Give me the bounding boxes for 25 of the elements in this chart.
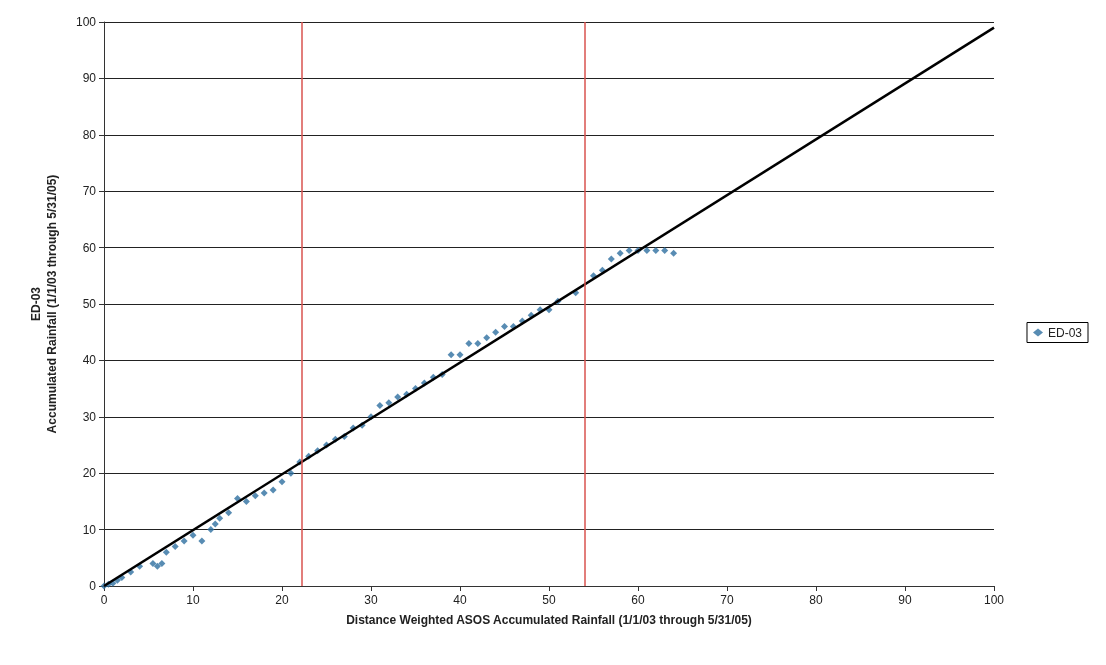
x-tick-label: 40 (453, 593, 467, 607)
y-tick-label: 70 (82, 184, 97, 199)
x-tick-label: 10 (186, 593, 200, 607)
y-tick-label: 50 (82, 297, 97, 311)
y-tick-label: 80 (82, 127, 97, 142)
x-axis-title: Distance Weighted ASOS Accumulated Rainfall (1/1/03 through 5/31/05) (346, 613, 752, 627)
x-tick-label: 60 (631, 593, 645, 607)
x-tick-label: 70 (720, 593, 734, 607)
x-tick-label: 90 (898, 593, 912, 607)
x-tick-label: 100 (983, 593, 1005, 607)
x-tick-label: 80 (809, 593, 823, 607)
x-tick-label: 20 (275, 593, 289, 607)
y-tick-label: 60 (82, 240, 97, 255)
y-tick-label: 90 (82, 71, 97, 86)
y-tick-label: 10 (82, 522, 97, 537)
y-tick-label: 20 (82, 466, 97, 481)
legend-label: ED-03 (1047, 325, 1083, 340)
x-tick-label: 30 (364, 593, 378, 607)
y-tick-label: 100 (75, 15, 97, 29)
x-tick-label: 0 (100, 593, 108, 607)
x-tick-label: 50 (542, 593, 556, 607)
y-axis-title: ED-03 Accumulated Rainfall (1/1/03 through 5/31/05) (29, 174, 59, 434)
y-tick-label: 40 (82, 353, 97, 368)
y-tick-label: 0 (89, 579, 97, 593)
y-tick-label: 30 (82, 409, 97, 424)
